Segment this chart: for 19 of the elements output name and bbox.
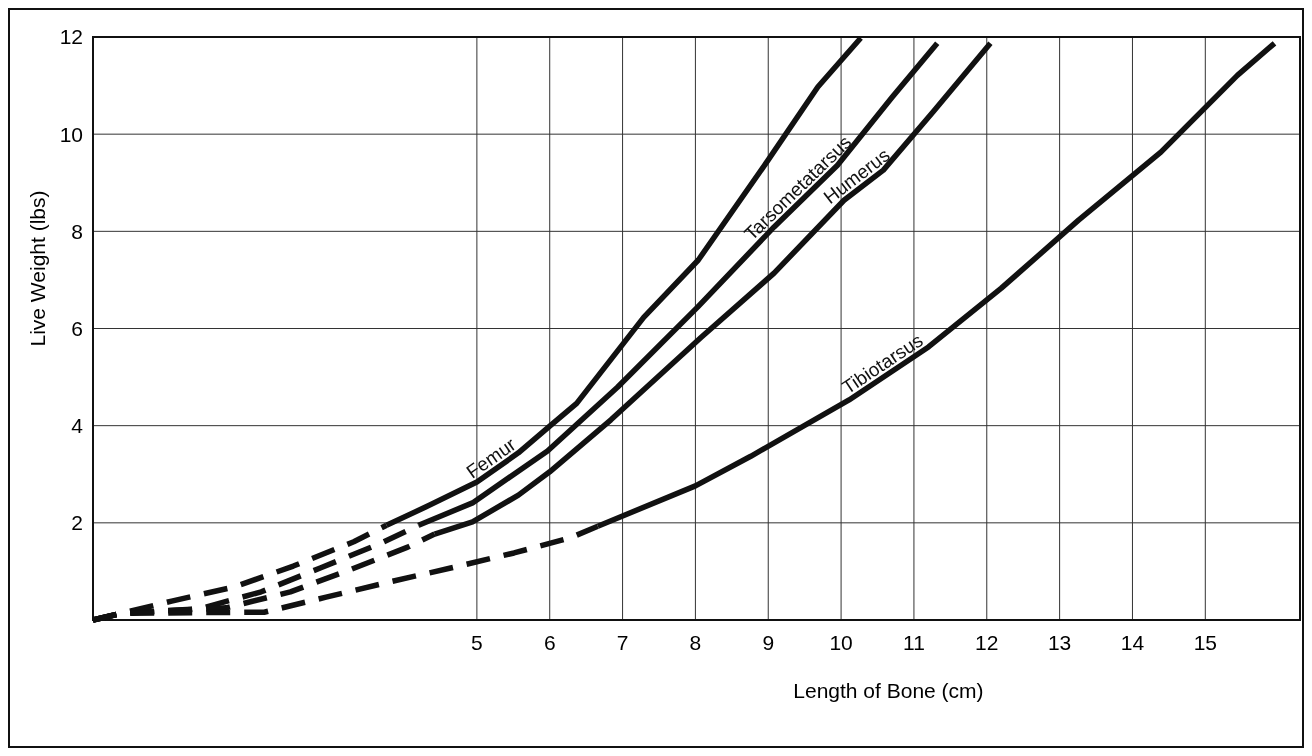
y-axis-title: Live Weight (lbs)	[26, 190, 49, 347]
x-tick-label: 9	[762, 631, 775, 654]
x-tick-label: 11	[903, 631, 925, 654]
x-tick-label: 13	[1047, 631, 1072, 654]
y-tick-label: 2	[71, 511, 83, 535]
y-tick-label: 10	[59, 122, 83, 146]
x-tick-label: 12	[975, 631, 999, 654]
x-tick-label: 7	[616, 631, 629, 654]
x-tick-label: 10	[829, 631, 853, 654]
x-tick-label: 6	[543, 631, 556, 654]
y-tick-label: 8	[71, 219, 83, 243]
y-tick-label: 12	[59, 25, 83, 49]
y-tick-label: 4	[71, 414, 84, 438]
x-tick-label: 15	[1193, 631, 1217, 654]
y-tick-label: 6	[71, 316, 83, 340]
x-axis-title: Length of Bone (cm)	[793, 679, 984, 702]
x-tick-label: 8	[689, 631, 702, 654]
x-tick-label: 5	[471, 631, 483, 654]
x-tick-label: 14	[1120, 631, 1145, 654]
